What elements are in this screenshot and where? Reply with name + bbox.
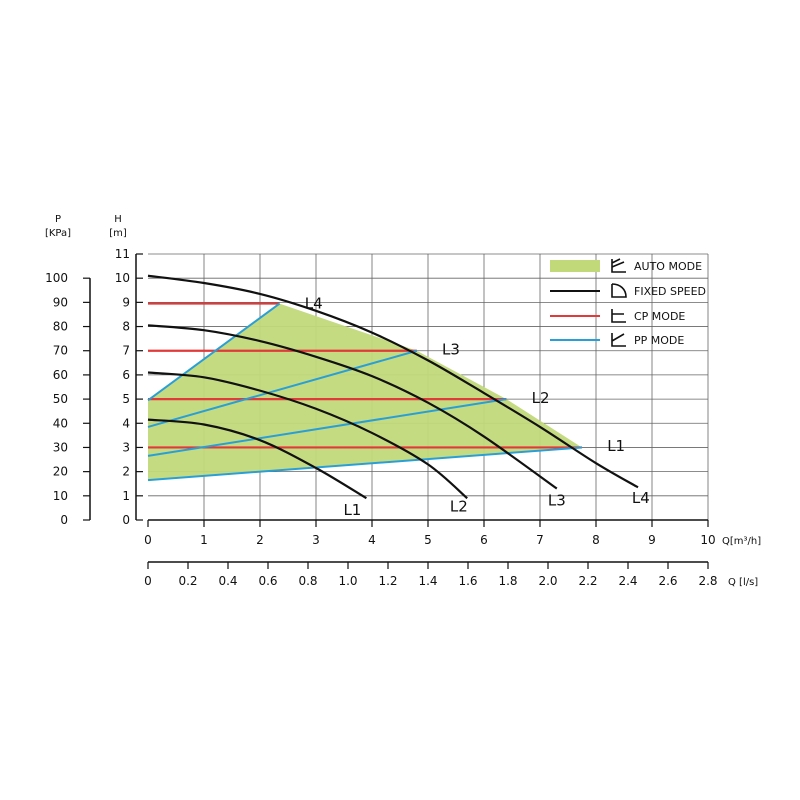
flow-ls-axis-tick-label: 2.4: [618, 574, 637, 588]
flow-ls-axis-tick-label: 2.6: [658, 574, 677, 588]
flow-ls-axis-tick-label: 0.4: [218, 574, 237, 588]
flow-ls-axis-tick-label: 1.0: [338, 574, 357, 588]
flow-m3h-axis-title: Q[m³/h]: [722, 536, 761, 547]
head-axis-tick-label: 8: [122, 320, 130, 334]
cp-mode-icon-path: [611, 309, 626, 323]
legend-swatch-auto-mode: [550, 260, 600, 272]
pressure-axis-tick-label: 30: [53, 440, 68, 454]
head-axis-unit: [m]: [109, 228, 127, 239]
pp-mode-line: [147, 349, 418, 428]
flow-ls-axis-tick-label: 2.0: [538, 574, 557, 588]
pp-mode-line: [147, 446, 583, 482]
pressure-axis-tick-label: 70: [53, 344, 68, 358]
pp-mode-label: L3: [442, 341, 460, 359]
pp-mode-lines: [147, 302, 583, 482]
fixed-speed-curve: [147, 418, 367, 500]
pressure-axis-tick-label: 80: [53, 320, 68, 334]
flow-m3h-axis-tick-label: 7: [536, 533, 544, 547]
legend-label: AUTO MODE: [634, 260, 702, 273]
fixed-speed-label: L1: [343, 501, 361, 519]
fixed-speed-label: L2: [450, 497, 468, 515]
flow-ls-axis-tick-label: 0.8: [298, 574, 317, 588]
legend-label: FIXED SPEED: [634, 285, 706, 298]
pressure-axis-tick-label: 100: [45, 271, 68, 285]
flow-ls-axis-tick-label: 0.2: [178, 574, 197, 588]
pressure-axis-tick-label: 20: [53, 465, 68, 479]
pressure-axis-unit: [KPa]: [45, 228, 71, 239]
auto-mode-icon: [611, 258, 626, 273]
head-axis-tick-label: 7: [122, 344, 130, 358]
fixed-speed-label: L4: [632, 489, 650, 507]
auto-mode-area: [148, 303, 582, 481]
head-axis-tick-label: 3: [122, 440, 130, 454]
pp-mode-icon-path: [611, 333, 626, 347]
pressure-axis-tick-label: 50: [53, 392, 68, 406]
head-axis-tick-label: 6: [122, 368, 130, 382]
legend-label: PP MODE: [634, 334, 684, 347]
flow-m3h-axis-tick-label: 3: [312, 533, 320, 547]
fixed-speed-label: L3: [548, 491, 566, 509]
head-axis-tick-label: 2: [122, 465, 130, 479]
head-axis-tick-label: 4: [122, 416, 130, 430]
auto-mode-icon-path: [611, 258, 626, 273]
pp-mode-label: L4: [305, 295, 323, 313]
head-axis-title: H: [114, 214, 122, 225]
head-axis-tick-label: 11: [115, 247, 130, 261]
flow-ls-axis-title: Q [l/s]: [728, 577, 758, 588]
head-axis-tick-label: 1: [122, 489, 130, 503]
pp-mode-line: [147, 302, 281, 402]
curve-labels: L1 L2 L3 L4 L1 L2 L3 L4: [305, 295, 650, 520]
pp-mode-icon: [611, 333, 626, 347]
flow-m3h-axis-tick-label: 1: [200, 533, 208, 547]
pp-mode-line: [147, 398, 507, 457]
pressure-axis-tick-label: 40: [53, 416, 68, 430]
cp-mode-lines: [148, 302, 582, 449]
pressure-axis-tick-label: 0: [60, 513, 68, 527]
fixed-speed-icon: [611, 283, 627, 298]
flow-m3h-axis-tick-label: 6: [480, 533, 488, 547]
flow-ls-axis-tick-label: 1.2: [378, 574, 397, 588]
pp-mode-label: L2: [532, 389, 550, 407]
pressure-axis-tick-label: 10: [53, 489, 68, 503]
fixed-speed-curves: [147, 274, 639, 500]
flow-m3h-axis-tick-label: 0: [144, 533, 152, 547]
flow-m3h-axis-tick-label: 9: [648, 533, 656, 547]
pressure-axis-title: P: [55, 214, 61, 225]
head-axis-tick-label: 9: [122, 295, 130, 309]
pressure-axis-tick-label: 60: [53, 368, 68, 382]
flow-m3h-axis-tick-label: 2: [256, 533, 264, 547]
flow-ls-axis-tick-label: 1.6: [458, 574, 477, 588]
axes: 01234567891011H[m]0102030405060708090100…: [45, 214, 761, 588]
flow-m3h-axis-tick-label: 4: [368, 533, 376, 547]
flow-ls-axis-tick-label: 1.8: [498, 574, 517, 588]
flow-m3h-axis-tick-label: 10: [700, 533, 715, 547]
flow-m3h-axis-tick-label: 8: [592, 533, 600, 547]
flow-ls-axis-tick-label: 1.4: [418, 574, 437, 588]
legend-label: CP MODE: [634, 310, 685, 323]
pp-mode-label: L1: [607, 437, 625, 455]
flow-ls-axis-tick-label: 0.6: [258, 574, 277, 588]
fixed-speed-curve: [147, 324, 558, 490]
auto-mode-fill: [148, 303, 582, 481]
flow-m3h-axis-tick-label: 5: [424, 533, 432, 547]
fixed-speed-icon-path: [611, 283, 627, 298]
fixed-speed-curve: [147, 274, 639, 489]
head-axis-tick-label: 0: [122, 513, 130, 527]
flow-ls-axis-tick-label: 2.8: [698, 574, 717, 588]
pressure-axis-tick-label: 90: [53, 295, 68, 309]
cp-mode-icon: [611, 309, 626, 323]
flow-ls-axis-tick-label: 2.2: [578, 574, 597, 588]
legend: AUTO MODE FIXED SPEED CP MODE PP MODE: [550, 258, 706, 347]
head-axis-tick-label: 10: [115, 271, 130, 285]
flow-ls-axis-tick-label: 0: [144, 574, 152, 588]
head-axis-tick-label: 5: [122, 392, 130, 406]
fixed-speed-curve: [147, 371, 468, 500]
